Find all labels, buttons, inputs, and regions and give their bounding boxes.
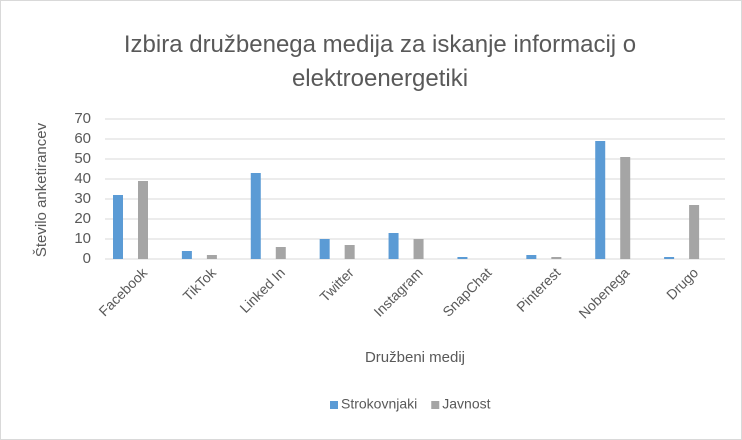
bar: [113, 195, 123, 259]
bar: [595, 141, 606, 259]
y-axis-label: Število anketirancev: [33, 122, 50, 257]
bar: [551, 257, 562, 259]
bar: [388, 233, 399, 259]
y-tick-label: 40: [74, 170, 91, 187]
chart-title: Izbira družbenega medija za iskanje info…: [123, 31, 637, 92]
bar: [319, 239, 330, 259]
bar: [664, 257, 675, 259]
legend-label: Strokovnjaki: [341, 396, 417, 412]
legend-swatch: [431, 401, 440, 409]
bar: [344, 245, 355, 259]
bar: [275, 247, 286, 259]
y-tick-label: 60: [74, 130, 91, 147]
bar: [250, 173, 261, 259]
y-tick-label: 0: [83, 250, 91, 267]
x-axis-label: Družbeni medij: [365, 349, 465, 366]
bar: [181, 251, 192, 259]
legend-label: Javnost: [442, 396, 490, 412]
y-tick-label: 30: [74, 190, 91, 207]
y-tick-label: 10: [74, 230, 91, 247]
bar: [138, 181, 148, 259]
y-tick-label: 70: [74, 110, 91, 127]
bar: [526, 255, 537, 259]
bar: [620, 157, 631, 259]
bar: [689, 205, 700, 259]
bar: [457, 257, 468, 259]
legend-swatch: [330, 401, 338, 409]
bar: [206, 255, 217, 259]
bar: [413, 239, 424, 259]
y-tick-label: 50: [74, 150, 91, 167]
y-tick-label: 20: [74, 210, 91, 227]
